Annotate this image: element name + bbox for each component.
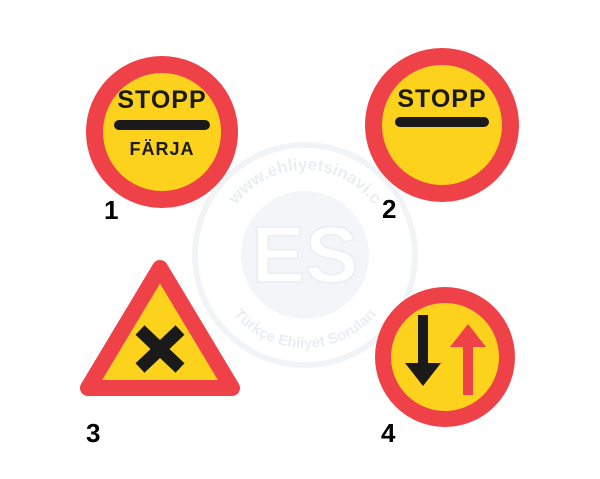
sign-3-triangle xyxy=(80,260,240,396)
watermark-top-text: www.ehliyetsinavi.c xyxy=(224,155,386,208)
sign-2-line1: STOPP xyxy=(397,85,486,113)
sign-3-crossroads-warning xyxy=(80,260,240,396)
watermark-logo: ES xyxy=(252,210,359,299)
arrow-down-icon xyxy=(405,315,441,386)
sign-4-priority-over-oncoming xyxy=(375,287,515,427)
sign-2-number: 2 xyxy=(382,194,397,224)
sign-1-line2: FÄRJA xyxy=(129,139,194,159)
sign-1-line1: STOPP xyxy=(117,86,206,114)
sign-3-number: 3 xyxy=(86,418,101,448)
sign-1-number: 1 xyxy=(104,195,119,225)
watermark-bottom-text: Türkçe Ehliyet Soruları xyxy=(230,306,380,353)
sign-1-stop-ferry: STOPP FÄRJA xyxy=(86,56,238,208)
sign-2-stop: STOPP xyxy=(365,48,519,202)
cross-icon xyxy=(135,325,185,373)
sign-1-bar xyxy=(114,120,210,130)
arrow-up-icon xyxy=(450,324,486,395)
sign-yellow-face xyxy=(391,303,499,411)
sign-4-number: 4 xyxy=(381,418,396,448)
sign-2-bar xyxy=(395,117,489,127)
sign-yellow-face xyxy=(103,73,221,191)
watermark-disc xyxy=(241,191,369,319)
